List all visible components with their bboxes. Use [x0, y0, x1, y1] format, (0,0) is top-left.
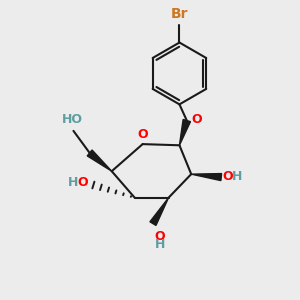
Text: O: O	[154, 230, 165, 243]
Text: HO: HO	[62, 112, 83, 126]
Text: Br: Br	[171, 7, 188, 21]
Text: O: O	[137, 128, 148, 141]
Text: H: H	[232, 170, 242, 183]
Polygon shape	[87, 150, 112, 171]
Polygon shape	[179, 119, 191, 145]
Text: O: O	[191, 113, 202, 126]
Text: O: O	[223, 170, 233, 183]
Text: H: H	[68, 176, 78, 190]
Text: H: H	[154, 238, 165, 251]
Polygon shape	[191, 174, 222, 181]
Text: O: O	[77, 176, 88, 190]
Polygon shape	[150, 198, 169, 225]
